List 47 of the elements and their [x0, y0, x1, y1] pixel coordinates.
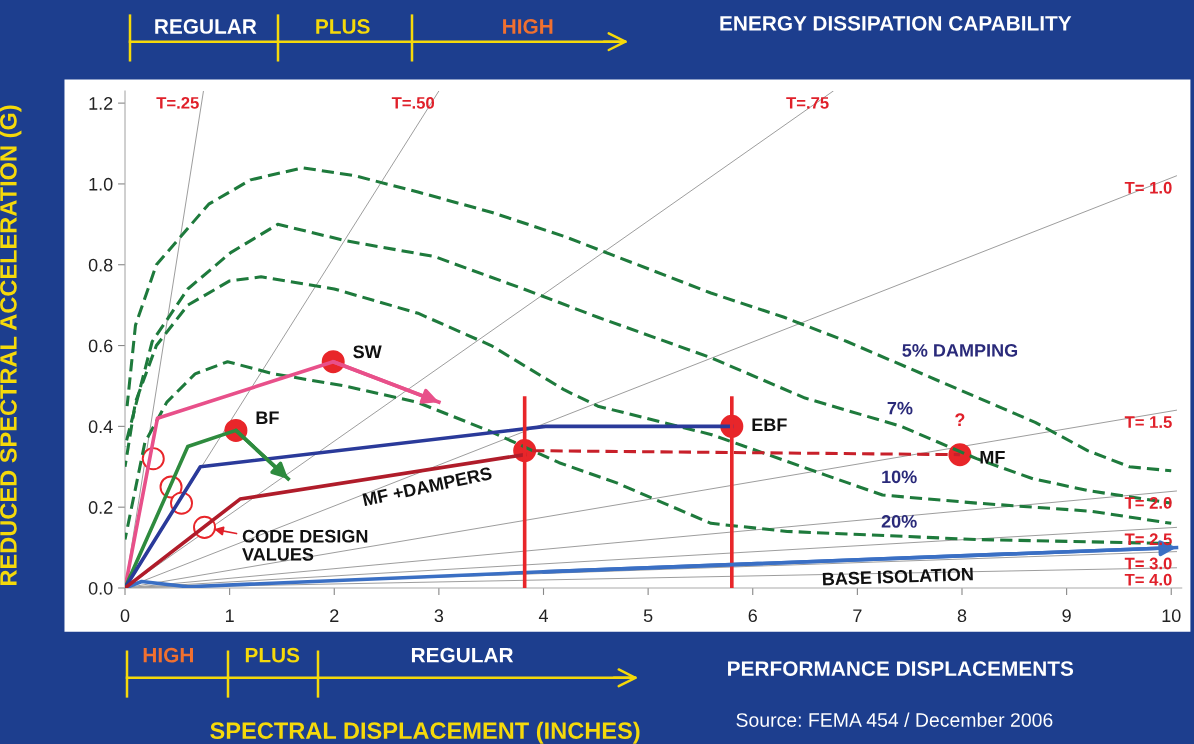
x-tick-label: 7: [853, 609, 862, 622]
text: HIGH: [143, 647, 193, 663]
x-tick-label: 9: [1062, 609, 1071, 623]
x-tick-label: 8: [957, 609, 967, 623]
text: PERFORMANCE DISPLACEMENTS: [728, 661, 1074, 676]
x-tick-label: 4: [538, 609, 548, 622]
annotation: BF: [256, 411, 279, 424]
x-tick-label: 6: [748, 609, 757, 623]
series-label: T=.25: [156, 96, 199, 109]
text: REGULAR: [411, 647, 514, 663]
y-tick-label: 0.4: [88, 420, 113, 434]
y-tick-label: 0.0: [88, 581, 113, 595]
y-tick-label: 0.6: [88, 339, 113, 353]
x-tick-label: 2: [330, 609, 339, 622]
series-label: T= 1.5: [1124, 416, 1172, 428]
y-tick-label: 0.8: [88, 258, 113, 272]
y-axis-title: REDUCED SPECTRAL ACCELERATION (G): [0, 105, 22, 586]
x-tick-label: 3: [434, 609, 444, 623]
annotation: ?: [955, 413, 965, 426]
x-tick-label: 0: [120, 609, 130, 623]
source-note: Source: FEMA 454 / December 2006: [736, 712, 1053, 727]
annotation: BASE ISOLATION: [822, 567, 973, 586]
annotation: MF: [980, 451, 1005, 464]
text: REGULAR: [155, 19, 257, 34]
text: PLUS: [316, 19, 370, 34]
y-tick-label: 1.2: [89, 97, 113, 110]
series-label: T= 3.0: [1124, 557, 1172, 570]
x-axis-title: SPECTRAL DISPLACEMENT (INCHES): [210, 721, 640, 744]
y-tick-label: 0.2: [88, 501, 113, 514]
x-tick-label: 1: [225, 609, 234, 622]
series-label: T=.75: [786, 97, 829, 109]
chart-title: ENERGY DISSIPATION CAPABILITY: [720, 15, 1072, 31]
series-label: T= 1.0: [1124, 181, 1172, 194]
x-tick-label: 10: [1162, 609, 1181, 623]
text: HIGH: [503, 19, 553, 34]
annotation: 7%: [887, 401, 913, 415]
x-tick-label: 5: [643, 609, 653, 623]
annotation: 20%: [881, 515, 917, 528]
annotation: 10%: [882, 470, 917, 484]
annotation: EBF: [752, 418, 787, 432]
y-tick-label: 1.0: [89, 177, 113, 191]
annotation: 5% DAMPING: [902, 343, 1018, 357]
series-label: T=.50: [391, 96, 435, 109]
series-label: T= 4.0: [1124, 573, 1172, 586]
annotation: CODE DESIGN VALUES: [242, 529, 368, 561]
text: PLUS: [245, 647, 300, 663]
annotation: SW: [353, 345, 382, 359]
